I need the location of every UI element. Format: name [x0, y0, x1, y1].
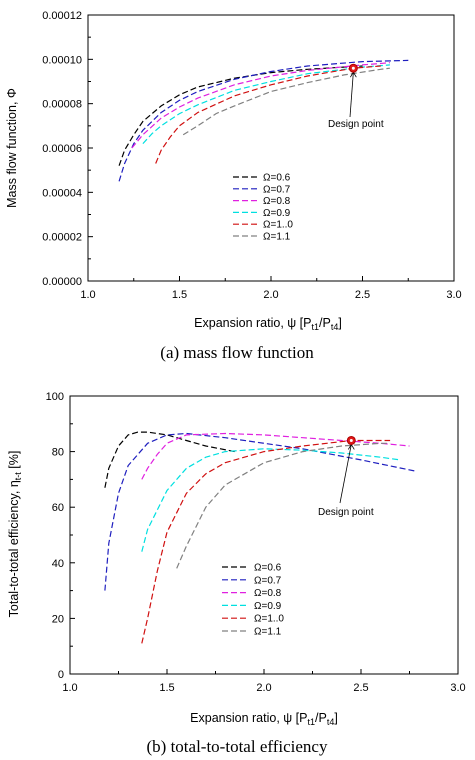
annotation-arrow	[349, 72, 354, 118]
annotation-arrow	[339, 444, 352, 504]
annotation-label: Design point	[318, 507, 374, 518]
y-tick-label: 20	[52, 613, 64, 625]
x-tick-label: 3.0	[450, 682, 465, 694]
caption: (b) total-to-total efficiency	[147, 737, 328, 756]
axis-ticks: 1.0 1.5 2.0 2.5 3.0 0 20 40 60 80 100	[46, 391, 466, 694]
x-axis-label: Expansion ratio, ψ [Pt1/Pt4]	[190, 711, 338, 727]
legend-label: Ω=0.9	[263, 208, 291, 219]
x-tick-label: 1.5	[159, 682, 174, 694]
y-tick-label: 0.00002	[42, 232, 82, 244]
x-tick-label: 2.0	[256, 682, 271, 694]
x-tick-label: 3.0	[446, 289, 461, 301]
axis-ticks: 1.0 1.5 2.0 2.5 3.0 0.00000 0.00002 0.00004 0.00…	[42, 10, 461, 301]
y-tick-label: 40	[52, 558, 64, 570]
caption: (a) mass flow function	[160, 343, 314, 362]
design-point-annotation: Design point	[318, 435, 374, 518]
legend-label: Ω=0.7	[254, 575, 282, 586]
y-tick-label: 100	[46, 391, 64, 403]
x-tick-label: 1.0	[62, 682, 77, 694]
y-tick-label: 0.00012	[42, 10, 82, 22]
series-line	[155, 65, 381, 164]
design-point-annotation: Design point	[328, 63, 384, 130]
series-lines	[104, 431, 416, 644]
y-axis-label: Mass flow function, Φ	[5, 88, 19, 208]
legend: Ω=0.6Ω=0.7 Ω=0.8 Ω=0.9 Ω=1..0 Ω=1.1	[222, 563, 284, 638]
x-tick-label: 1.0	[80, 289, 95, 301]
legend-label: Ω=1..0	[263, 220, 293, 231]
mass-flow-chart: 1.0 1.5 2.0 2.5 3.0 0.00000 0.00002 0.00004 0.00…	[5, 10, 462, 362]
annotation-label: Design point	[328, 119, 384, 130]
series-lines	[118, 59, 409, 182]
series-line	[104, 431, 236, 488]
series-line	[141, 448, 400, 552]
legend-label: Ω=0.6	[254, 563, 282, 574]
y-tick-label: 80	[52, 447, 64, 459]
legend-label: Ω=1..0	[254, 614, 284, 625]
y-tick-label: 0.00010	[42, 54, 82, 66]
series-line	[182, 67, 390, 136]
series-line	[118, 65, 363, 166]
y-tick-label: 0.00008	[42, 99, 82, 111]
design-point-center	[351, 66, 355, 70]
y-tick-label: 0	[58, 669, 64, 681]
x-axis-label: Expansion ratio, ψ [Pt1/Pt4]	[194, 316, 342, 332]
legend-label: Ω=0.7	[263, 184, 291, 195]
legend-label: Ω=0.8	[263, 196, 291, 207]
series-line	[176, 442, 391, 569]
design-point-center	[349, 438, 353, 442]
y-tick-label: 60	[52, 502, 64, 514]
legend-label: Ω=0.9	[254, 601, 282, 612]
series-line	[141, 432, 410, 480]
y-tick-label: 0.00000	[42, 276, 82, 288]
legend-label: Ω=1.1	[263, 232, 291, 243]
series-line	[131, 62, 390, 149]
legend-label: Ω=1.1	[254, 627, 282, 638]
y-axis-label: Total-to-total efficiency, ηt-t [%]	[7, 451, 23, 618]
x-tick-label: 2.0	[263, 289, 278, 301]
legend-label: Ω=0.8	[254, 588, 282, 599]
legend-label: Ω=0.6	[263, 173, 291, 184]
series-line	[142, 64, 390, 145]
y-tick-label: 0.00006	[42, 143, 82, 155]
x-tick-label: 2.5	[353, 682, 368, 694]
legend: Ω=0.6Ω=0.7Ω=0.8Ω=0.9Ω=1..0Ω=1.1	[233, 173, 293, 243]
x-tick-label: 2.5	[355, 289, 370, 301]
x-tick-label: 1.5	[172, 289, 187, 301]
y-tick-label: 0.00004	[42, 187, 82, 199]
series-line	[141, 439, 391, 644]
